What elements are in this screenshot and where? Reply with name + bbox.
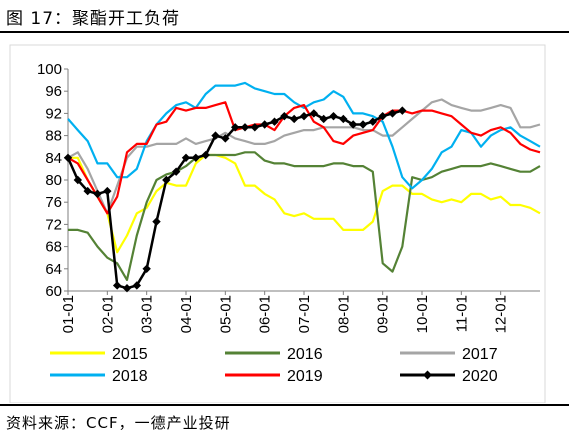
series-2020-point: [339, 114, 348, 124]
series-2020-point: [201, 150, 210, 160]
x-tick-label: 09-01: [375, 295, 392, 333]
series-2020-point: [112, 281, 122, 290]
y-tick-label: 76: [45, 194, 62, 211]
series-2020-point: [122, 284, 132, 293]
series-2020-point: [398, 106, 407, 115]
series-2020-point: [152, 217, 161, 226]
x-tick-label: 05-01: [217, 295, 234, 333]
y-tick-label: 96: [45, 83, 62, 100]
series-2020-point: [191, 153, 201, 162]
series-2020-point: [171, 167, 181, 176]
y-tick-label: 68: [45, 239, 62, 256]
x-tick-label: 06-01: [257, 295, 274, 333]
legend-label-2020: 2020: [462, 368, 498, 385]
x-tick-label: 12-01: [493, 295, 510, 333]
series-2020-point: [73, 175, 83, 185]
series-2020-point: [240, 123, 250, 132]
series-layer: [63, 81, 541, 293]
legend-marker-2020: [423, 370, 432, 380]
series-2020-point: [103, 186, 112, 196]
series-2018-line: [67, 81, 541, 190]
y-tick-label: 84: [45, 150, 62, 167]
x-tick-label: 11-01: [453, 295, 470, 332]
series-2020-point: [83, 186, 92, 196]
legend: 2015 2016 2017 2018 2019 2020: [50, 346, 498, 385]
series-2015-line: [68, 153, 541, 254]
series-2020-point: [289, 114, 299, 124]
source-note: 资料来源：CCF，一德产业投研: [6, 414, 231, 432]
series-2020-point: [358, 120, 368, 129]
series-2019-line: [67, 101, 541, 215]
series-2020-point: [181, 153, 191, 162]
series-2020-point: [250, 123, 260, 132]
figure-title: 图 17：聚酯开工负荷: [6, 9, 181, 29]
series-2020-point: [319, 114, 328, 124]
chart-frame: [9, 44, 546, 403]
y-tick-label: 88: [45, 128, 62, 145]
series-2020-point: [388, 109, 397, 118]
series-2020-point: [309, 109, 319, 118]
y-tick-label: 92: [45, 105, 62, 122]
legend-label-2018: 2018: [112, 368, 148, 385]
source-divider: [0, 404, 569, 406]
series-2020-point: [162, 175, 171, 185]
series-2020-point: [329, 111, 338, 121]
y-tick-label: 100: [37, 61, 62, 78]
legend-label-2019: 2019: [287, 368, 323, 385]
series-2020-point: [230, 123, 240, 132]
y-tick-label: 60: [45, 283, 62, 300]
series-2020-point: [280, 111, 289, 121]
x-tick-label: 03-01: [139, 295, 156, 333]
series-2020-point: [63, 153, 73, 162]
series-2016-line: [68, 151, 541, 281]
y-tick-label: 72: [45, 216, 62, 233]
series-2020-point: [348, 120, 358, 129]
series-2017-line: [67, 98, 541, 215]
title-divider: [0, 31, 569, 33]
x-axis: 01-01 02-01 03-01 04-01 05-01 06-01 07-01 08-01…: [60, 290, 540, 333]
legend-label-2017: 2017: [462, 346, 498, 363]
x-tick-label: 07-01: [296, 295, 313, 333]
series-2020-point: [378, 111, 387, 121]
x-tick-label: 10-01: [414, 295, 431, 333]
x-tick-label: 08-01: [335, 295, 352, 333]
y-tick-label: 80: [45, 172, 62, 189]
y-axis: 60 64 68 72 76 80 84 88 92 96 100: [37, 61, 69, 300]
series-2020-point: [270, 117, 279, 126]
x-tick-label: 02-01: [99, 295, 116, 333]
series-2020-point: [211, 131, 220, 140]
series-2020-point: [142, 264, 151, 273]
series-2020-point: [93, 189, 102, 199]
series-2020-point: [368, 117, 378, 126]
y-tick-label: 64: [45, 261, 62, 278]
series-2020-point: [260, 120, 269, 129]
series-2020-point: [299, 111, 309, 121]
legend-label-2015: 2015: [112, 346, 148, 363]
x-tick-label: 04-01: [178, 295, 195, 333]
legend-label-2016: 2016: [287, 346, 323, 363]
series-2020-point: [132, 281, 142, 290]
x-tick-label: 01-01: [60, 295, 77, 333]
